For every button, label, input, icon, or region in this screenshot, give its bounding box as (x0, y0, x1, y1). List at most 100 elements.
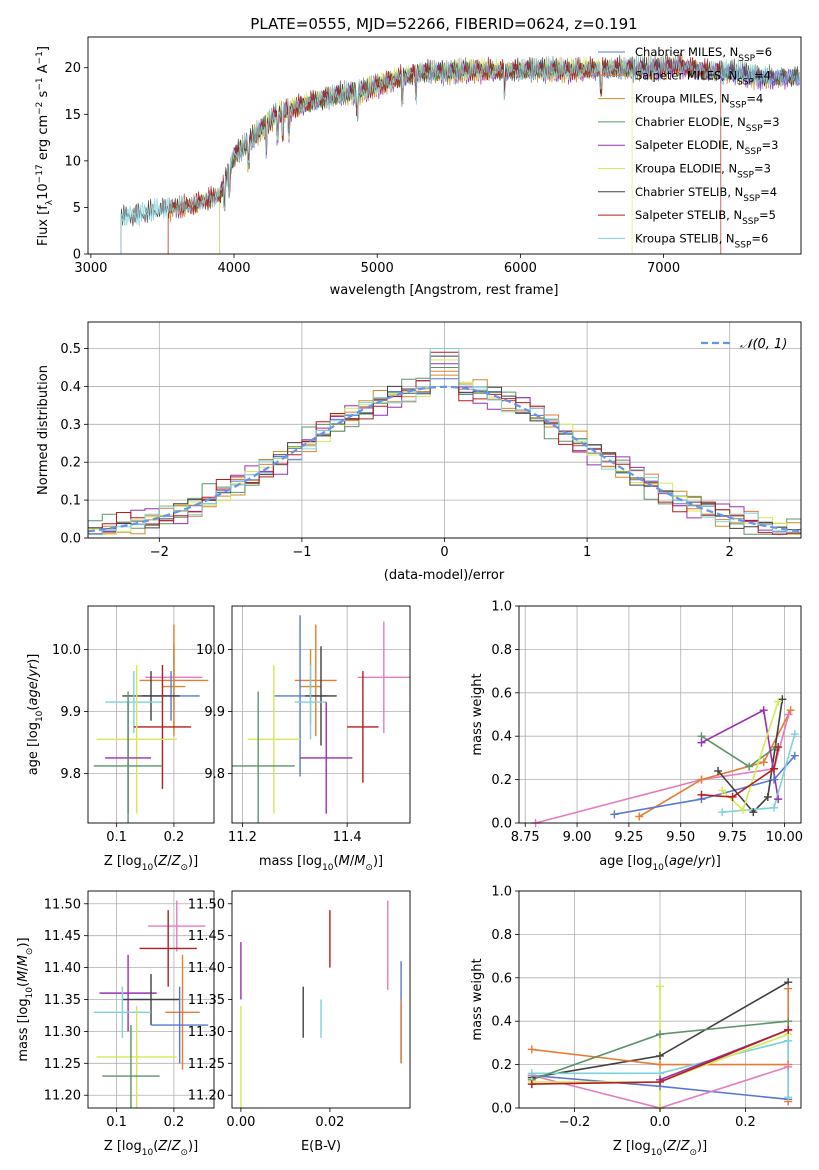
y-tick-label: 10.0 (196, 643, 225, 658)
x-axis-label: E(B-V) (301, 1139, 341, 1154)
weight-marker (656, 1030, 664, 1039)
label-part: ⊙ (689, 1148, 697, 1158)
normal-curve (88, 385, 801, 533)
label-part: Kroupa MILES, N (635, 92, 730, 106)
label-part: / (693, 854, 698, 869)
x-tick-label: 9.75 (718, 830, 747, 845)
label-part: mass [log (16, 998, 31, 1061)
x-tick-label: 3000 (74, 261, 107, 276)
spectrum-line (219, 58, 800, 254)
x-tick-label: 5000 (361, 261, 394, 276)
figure-title: PLATE=0555, MJD=52266, FIBERID=0624, z=0… (250, 15, 637, 33)
label-part: SSP (730, 101, 747, 111)
spectrum-line (167, 57, 800, 254)
y-tick-label: 9.8 (204, 767, 225, 782)
label-part: SSP (743, 194, 760, 204)
label-part: Chabrier MILES, N (635, 45, 738, 59)
label-part: Z (157, 1139, 168, 1154)
x-tick-label: 9.25 (614, 830, 643, 845)
label-part: 10 (35, 710, 45, 722)
y-tick-label: 11.50 (188, 897, 225, 912)
label-part: ⊙ (365, 863, 373, 873)
label-part: =6 (755, 45, 772, 59)
weight-marker (714, 766, 723, 775)
label-part: −1 (35, 51, 45, 64)
spectrum-panel: 3000 4000 5000 6000 7000 0 5 10 15 20 wavelength [… (35, 36, 802, 298)
plot-area (93, 900, 209, 1108)
label-part: E(B-V) (301, 1139, 341, 1154)
label-part: Kroupa ELODIE, N (635, 162, 737, 176)
weight-marker (770, 764, 779, 773)
y-tick-label: 0.4 (491, 1015, 512, 1030)
label-part: Salpeter ELODIE, N (635, 138, 745, 152)
weight-line (535, 714, 790, 823)
x-axis-label: Z [log10(Z/Z⊙)] (104, 1139, 198, 1158)
y-tick-label: 11.20 (44, 1089, 81, 1104)
label-part: Z (157, 854, 168, 869)
y-tick-label: 0 (73, 248, 81, 263)
weight-marker (656, 1077, 664, 1086)
label-part: / (676, 1139, 681, 1154)
y-axis-label: Flux [fλ10−17 erg cm−2 s−1 A−1] (35, 46, 55, 246)
label-part: Z [log (104, 1139, 142, 1154)
label-part: M (354, 854, 365, 869)
weight-marker (656, 982, 664, 991)
y-tick-label: 0.0 (491, 817, 512, 832)
label-part: 10 (322, 863, 334, 873)
weight-marker (749, 808, 758, 817)
x-axis-label: Z [log10(Z/Z⊙)] (613, 1139, 707, 1158)
label-part: 10 (25, 987, 35, 999)
plot-area (93, 624, 209, 823)
label-part: SSP (742, 217, 759, 227)
weight-marker (759, 706, 768, 715)
label-part: mass [log (259, 854, 322, 869)
y-tick-label: 11.35 (188, 993, 225, 1008)
spectrum-line (120, 54, 800, 254)
label-part: ( (16, 982, 31, 987)
x-axis-label: (data-model)/error (384, 568, 505, 583)
label-part: )] (26, 654, 41, 664)
x-tick-label: 0.1 (106, 830, 127, 845)
x-tick-label: −0.2 (559, 1115, 591, 1130)
label-part: ⊙ (180, 1148, 188, 1158)
label-part: A (36, 64, 51, 77)
weight-marker (527, 1080, 536, 1089)
weight-marker (790, 730, 799, 739)
weight-marker (778, 695, 787, 704)
label-part: 10 (652, 863, 664, 873)
legend-label: Kroupa MILES, NSSP=4 (635, 92, 763, 111)
x-tick-label: −1 (292, 545, 311, 560)
x-tick-label: 9.50 (666, 830, 695, 845)
y-tick-label: 11.25 (44, 1057, 81, 1072)
label-part: age [log (26, 722, 41, 775)
y-tick-label: 0.0 (60, 532, 81, 547)
weight-marker (738, 805, 747, 814)
spectrum-line (120, 55, 800, 254)
weight-marker (784, 1062, 793, 1071)
weight-marker (774, 743, 783, 752)
spectrum-line (167, 58, 800, 254)
weight-marker (786, 706, 795, 715)
x-tick-label: 4000 (217, 261, 250, 276)
label-part: Salpeter MILES, N (635, 68, 737, 82)
axes-frame (87, 605, 215, 824)
label-part: =3 (754, 162, 771, 176)
weight-marker (784, 1093, 793, 1102)
label-part: 10 (651, 1148, 663, 1158)
weight-vs-age-panel: 8.75 9.00 9.25 9.50 9.75 10.00 0.0 0.2 0.4 0.6 0.8… (470, 600, 803, 874)
histogram-step (88, 348, 801, 535)
axes-frame (518, 605, 802, 824)
x-tick-label: 11.2 (228, 830, 257, 845)
label-part: yr (697, 854, 713, 869)
label-part: =5 (759, 208, 776, 222)
x-tick-label: 2 (726, 545, 734, 560)
weight-marker (784, 1017, 793, 1026)
label-part: Z [log (613, 1139, 651, 1154)
y-axis-label: mass weight (470, 958, 485, 1040)
label-part: )] (188, 1139, 198, 1154)
y-tick-label: 11.25 (188, 1057, 225, 1072)
y-tick-label: 0.4 (491, 730, 512, 745)
legend-label: Kroupa STELIB, NSSP=6 (635, 231, 768, 250)
